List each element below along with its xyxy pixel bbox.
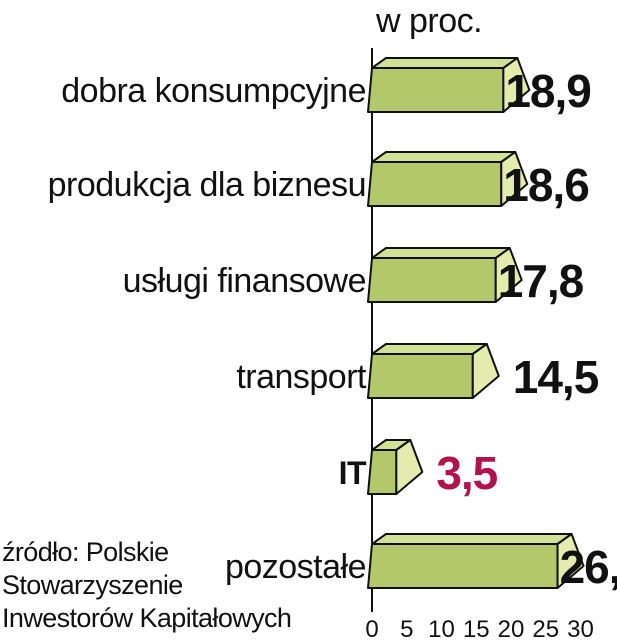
bar-top: [371, 343, 488, 355]
bar-front: [367, 257, 497, 303]
bar-front: [367, 161, 503, 207]
bar-end: [556, 533, 585, 589]
bar-front: [367, 353, 474, 399]
x-tick-label: 15: [463, 616, 490, 640]
source-line-1: źródło: Polskie: [2, 537, 169, 567]
category-label: dobra konsumpcyjne: [61, 72, 366, 110]
value-label: 18,9: [505, 65, 591, 117]
bar-front: [367, 543, 559, 589]
bar-end: [494, 247, 523, 303]
category-label: IT: [339, 455, 367, 491]
bar-front: [367, 449, 398, 495]
bar-end: [471, 343, 500, 399]
unit-label: w proc.: [376, 2, 483, 40]
x-tick-label: 25: [532, 616, 559, 640]
x-tick-label: 30: [567, 616, 594, 640]
x-tick-label: 5: [400, 616, 413, 640]
category-label: produkcja dla biznesu: [48, 166, 366, 204]
source-note: źródło: Polskie Stowarzyszenie Inwestoró…: [2, 536, 292, 635]
bar-end: [500, 151, 529, 207]
x-tick-label: 0: [365, 616, 378, 640]
x-tick-label: 20: [498, 616, 525, 640]
source-line-3: Inwestorów Kapitałowych: [2, 603, 292, 633]
category-label: usługi finansowe: [123, 262, 366, 300]
bar-top: [371, 151, 517, 163]
bar-end: [502, 57, 531, 113]
bar-top: [371, 247, 511, 259]
source-line-2: Stowarzyszenie: [2, 570, 183, 600]
category-label: transport: [236, 358, 367, 396]
value-label: 26,7: [560, 541, 617, 593]
bar-end: [395, 439, 424, 495]
value-label: 14,5: [513, 351, 599, 403]
value-label: 3,5: [436, 447, 497, 499]
bar-front: [367, 67, 505, 113]
category-label: pozostałe: [225, 548, 366, 586]
value-label: 18,6: [503, 159, 589, 211]
x-tick-label: 10: [428, 616, 455, 640]
bar-top: [371, 533, 573, 545]
bar-top: [371, 57, 519, 69]
value-label: 17,8: [498, 255, 584, 307]
